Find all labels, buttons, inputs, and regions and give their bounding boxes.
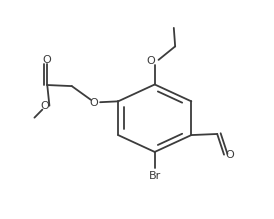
Text: O: O	[226, 150, 234, 160]
Text: Br: Br	[149, 171, 161, 181]
Text: O: O	[40, 101, 49, 111]
Text: O: O	[90, 98, 99, 108]
Text: O: O	[42, 55, 51, 65]
Text: O: O	[146, 56, 155, 66]
